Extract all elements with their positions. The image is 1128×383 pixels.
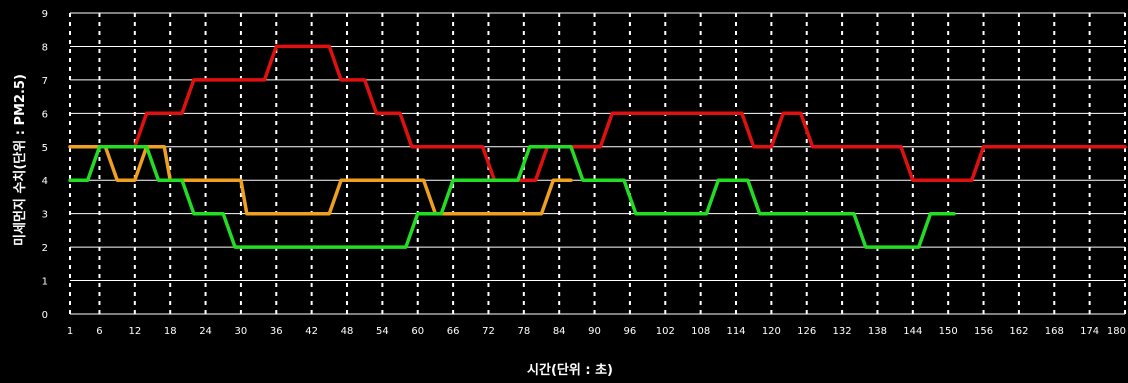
- x-tick-label-144: 144: [903, 326, 922, 337]
- y-tick-label-2: 2: [42, 243, 48, 254]
- x-tick-label-180: 180: [1107, 326, 1126, 337]
- x-tick-label-1: 1: [67, 326, 73, 337]
- series-line-2: [68, 145, 573, 216]
- y-tick-label-5: 5: [42, 143, 48, 154]
- x-tick-label-102: 102: [656, 326, 675, 337]
- x-tick-label-78: 78: [517, 326, 530, 337]
- x-tick-label-90: 90: [588, 326, 601, 337]
- y-tick-label-6: 6: [42, 109, 48, 120]
- x-tick-labels: 1 6 12 18 24 30 36 42 48 54 60 66 72 78 84 90 96 102 108 11…: [67, 326, 1126, 337]
- x-tick-label-120: 120: [762, 326, 781, 337]
- y-tick-label-1: 1: [42, 277, 48, 288]
- x-tick-label-126: 126: [797, 326, 816, 337]
- x-tick-label-42: 42: [305, 326, 318, 337]
- x-tick-label-162: 162: [1009, 326, 1028, 337]
- x-tick-label-114: 114: [726, 326, 745, 337]
- x-tick-label-96: 96: [624, 326, 637, 337]
- y-tick-label-9: 9: [42, 9, 48, 20]
- x-tick-label-48: 48: [341, 326, 354, 337]
- x-tick-label-72: 72: [482, 326, 495, 337]
- x-tick-label-132: 132: [833, 326, 852, 337]
- series-line-3: [68, 145, 956, 249]
- x-tick-label-36: 36: [270, 326, 283, 337]
- x-tick-label-60: 60: [411, 326, 424, 337]
- y-tick-label-4: 4: [42, 176, 48, 187]
- x-tick-label-54: 54: [376, 326, 389, 337]
- x-tick-label-174: 174: [1080, 326, 1099, 337]
- x-tick-label-150: 150: [939, 326, 958, 337]
- x-tick-label-156: 156: [974, 326, 993, 337]
- x-tick-label-66: 66: [447, 326, 460, 337]
- y-tick-label-7: 7: [42, 76, 48, 87]
- x-tick-label-6: 6: [96, 326, 102, 337]
- y-axis-label: 미세먼지 수치(단위 : PM2.5): [12, 74, 28, 246]
- y-tick-label-8: 8: [42, 42, 48, 53]
- x-tick-label-18: 18: [164, 326, 177, 337]
- x-tick-label-12: 12: [128, 326, 141, 337]
- series-lines: [68, 44, 1127, 249]
- x-tick-label-84: 84: [553, 326, 566, 337]
- x-tick-label-168: 168: [1045, 326, 1064, 337]
- x-tick-label-30: 30: [235, 326, 248, 337]
- x-tick-label-108: 108: [691, 326, 710, 337]
- y-tick-label-3: 3: [42, 210, 48, 221]
- x-axis-label: 시간(단위 : 초): [527, 362, 613, 378]
- x-tick-label-24: 24: [199, 326, 212, 337]
- x-tick-label-138: 138: [868, 326, 887, 337]
- y-tick-labels: 0 1 2 3 4 5 6 7 8 9: [42, 9, 48, 321]
- y-tick-label-0: 0: [42, 310, 48, 321]
